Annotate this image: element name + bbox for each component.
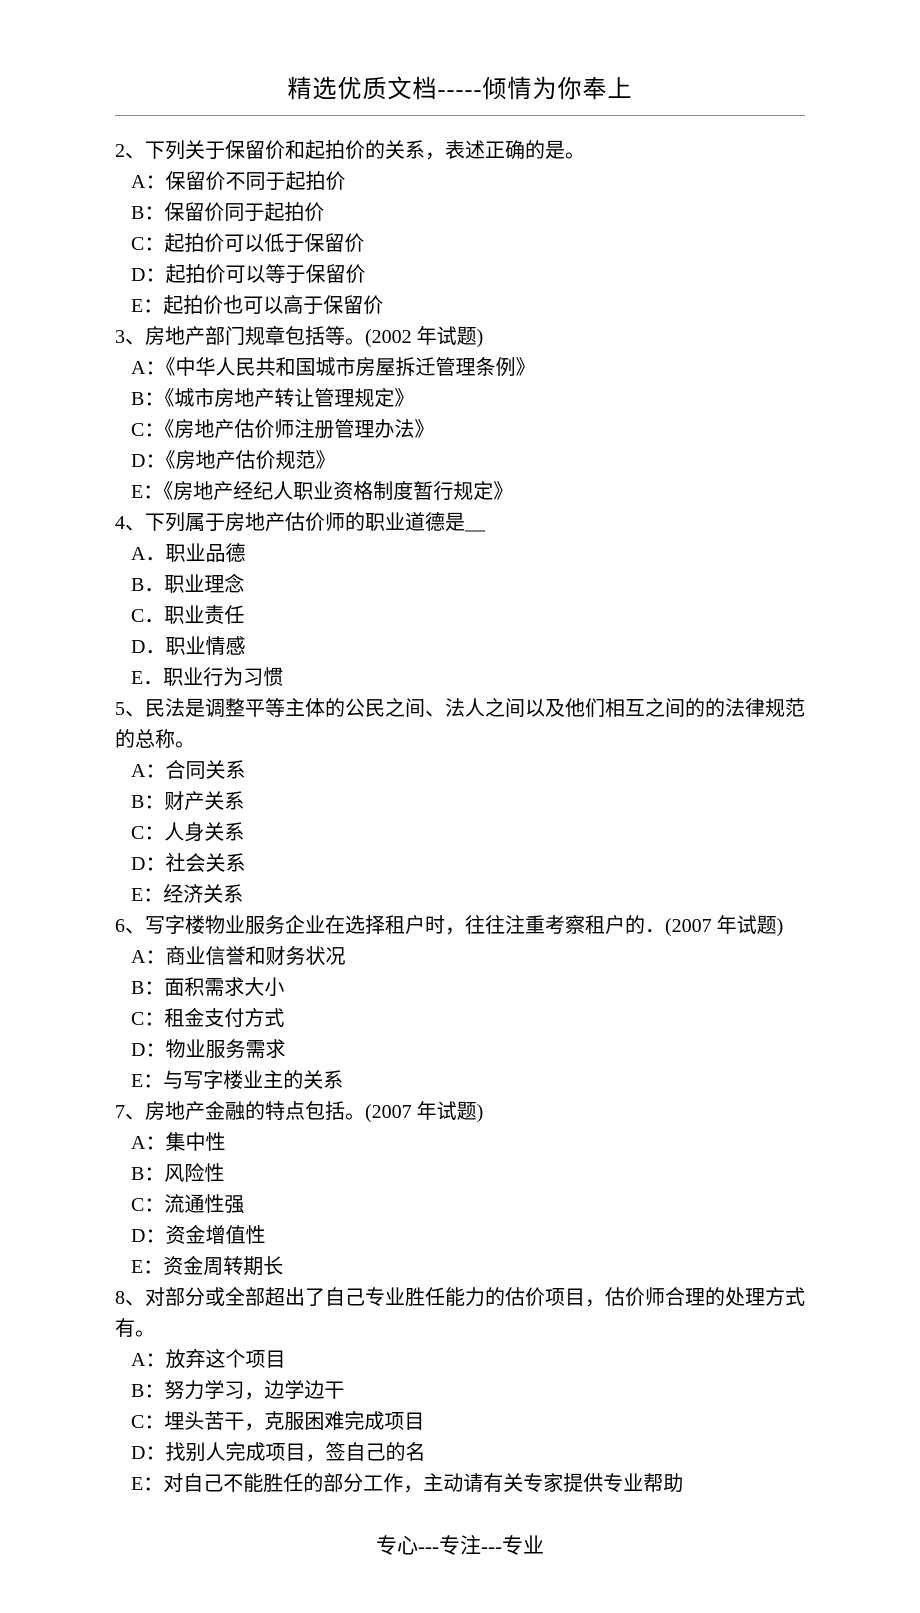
question-block: 5、民法是调整平等主体的公民之间、法人之间以及他们相互之间的的法律规范的总称。 … [115,694,805,911]
question-option: B：面积需求大小 [115,973,805,1004]
question-stem: 6、写字楼物业服务企业在选择租户时，往往注重考察租户的．(2007 年试题) [115,911,805,942]
question-option: D：社会关系 [115,849,805,880]
question-option: A：《中华人民共和国城市房屋拆迁管理条例》 [115,353,805,384]
question-block: 6、写字楼物业服务企业在选择租户时，往往注重考察租户的．(2007 年试题) A… [115,911,805,1097]
question-block: 8、对部分或全部超出了自己专业胜任能力的估价项目，估价师合理的处理方式有。 A：… [115,1283,805,1500]
question-option: C：《房地产估价师注册管理办法》 [115,415,805,446]
question-option: A：合同关系 [115,756,805,787]
question-option: E：经济关系 [115,880,805,911]
footer-text: 专心---专注---专业 [115,1530,805,1563]
question-option: C：起拍价可以低于保留价 [115,229,805,260]
question-stem: 5、民法是调整平等主体的公民之间、法人之间以及他们相互之间的的法律规范的总称。 [115,694,805,756]
question-option: B．职业理念 [115,570,805,601]
question-stem: 8、对部分或全部超出了自己专业胜任能力的估价项目，估价师合理的处理方式有。 [115,1283,805,1345]
question-option: C．职业责任 [115,601,805,632]
question-option: D：起拍价可以等于保留价 [115,260,805,291]
header-title: 精选优质文档-----倾情为你奉上 [115,72,805,109]
question-option: C：流通性强 [115,1190,805,1221]
question-option: C：埋头苦干，克服困难完成项目 [115,1407,805,1438]
question-stem: 4、下列属于房地产估价师的职业道德是__ [115,508,805,539]
question-option: E：对自己不能胜任的部分工作，主动请有关专家提供专业帮助 [115,1469,805,1500]
question-option: B：努力学习，边学边干 [115,1376,805,1407]
question-stem: 2、下列关于保留价和起拍价的关系，表述正确的是。 [115,136,805,167]
question-option: B：风险性 [115,1159,805,1190]
question-stem: 7、房地产金融的特点包括。(2007 年试题) [115,1097,805,1128]
question-option: D：《房地产估价规范》 [115,446,805,477]
question-option: D：资金增值性 [115,1221,805,1252]
question-block: 7、房地产金融的特点包括。(2007 年试题) A：集中性 B：风险性 C：流通… [115,1097,805,1283]
header-divider [115,115,805,116]
question-option: B：财产关系 [115,787,805,818]
question-option: B：《城市房地产转让管理规定》 [115,384,805,415]
question-option: C：租金支付方式 [115,1004,805,1035]
question-option: D．职业情感 [115,632,805,663]
question-option: A：商业信誉和财务状况 [115,942,805,973]
question-block: 3、房地产部门规章包括等。(2002 年试题) A：《中华人民共和国城市房屋拆迁… [115,322,805,508]
question-stem: 3、房地产部门规章包括等。(2002 年试题) [115,322,805,353]
question-option: E：《房地产经纪人职业资格制度暂行规定》 [115,477,805,508]
questions-container: 2、下列关于保留价和起拍价的关系，表述正确的是。 A：保留价不同于起拍价 B：保… [115,136,805,1500]
question-block: 2、下列关于保留价和起拍价的关系，表述正确的是。 A：保留价不同于起拍价 B：保… [115,136,805,322]
question-option: A：放弃这个项目 [115,1345,805,1376]
question-option: A：保留价不同于起拍价 [115,167,805,198]
question-option: B：保留价同于起拍价 [115,198,805,229]
question-option: C：人身关系 [115,818,805,849]
question-option: D：找别人完成项目，签自己的名 [115,1438,805,1469]
question-option: D：物业服务需求 [115,1035,805,1066]
question-option: E．职业行为习惯 [115,663,805,694]
question-block: 4、下列属于房地产估价师的职业道德是__ A．职业品德 B．职业理念 C．职业责… [115,508,805,694]
question-option: E：与写字楼业主的关系 [115,1066,805,1097]
question-option: E：起拍价也可以高于保留价 [115,291,805,322]
question-option: A：集中性 [115,1128,805,1159]
question-option: E：资金周转期长 [115,1252,805,1283]
question-option: A．职业品德 [115,539,805,570]
